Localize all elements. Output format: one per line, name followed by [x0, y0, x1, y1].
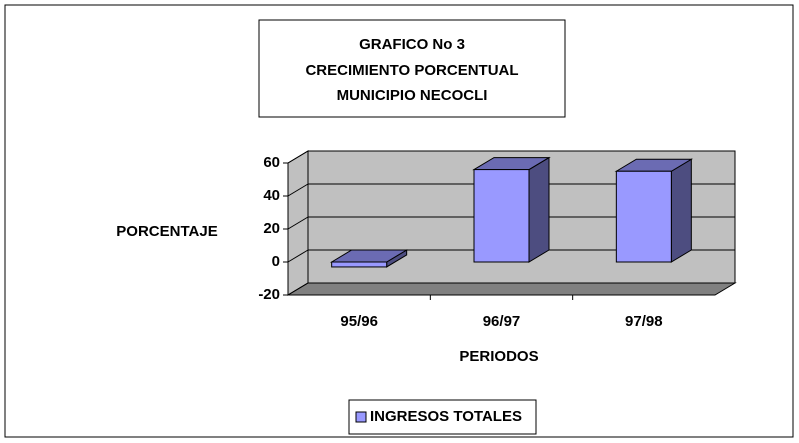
bar-side — [670, 158, 692, 263]
title-box — [258, 19, 566, 118]
grid-line — [287, 249, 309, 263]
chart-title: GRAFICO No 3 — [359, 36, 465, 53]
y-tick-label: 0 — [272, 253, 280, 270]
bar — [331, 261, 388, 268]
bar-side — [528, 156, 550, 263]
legend-label: INGRESOS TOTALES — [370, 408, 522, 425]
bar — [473, 169, 530, 263]
y-tick-label: -20 — [258, 286, 280, 303]
floor — [286, 282, 737, 296]
grid-line — [287, 282, 309, 296]
bar — [615, 170, 672, 263]
y-axis-label: PORCENTAJE — [116, 223, 217, 240]
x-axis-label: PERIODOS — [459, 348, 538, 365]
legend-box — [348, 399, 537, 435]
legend-swatch — [355, 411, 367, 423]
y-tick-label: 20 — [263, 220, 280, 237]
chart-title: MUNICIPIO NECOCLI — [337, 87, 488, 104]
grid-line — [287, 216, 309, 230]
x-tick-label: 95/96 — [340, 313, 378, 330]
y-tick-label: 60 — [263, 154, 280, 171]
x-tick-label: 96/97 — [483, 313, 521, 330]
grid-line — [287, 183, 309, 197]
grid-line — [287, 150, 309, 164]
chart-title: CRECIMIENTO PORCENTUAL — [305, 62, 518, 79]
x-tick-label: 97/98 — [625, 313, 663, 330]
y-tick-label: 40 — [263, 187, 280, 204]
